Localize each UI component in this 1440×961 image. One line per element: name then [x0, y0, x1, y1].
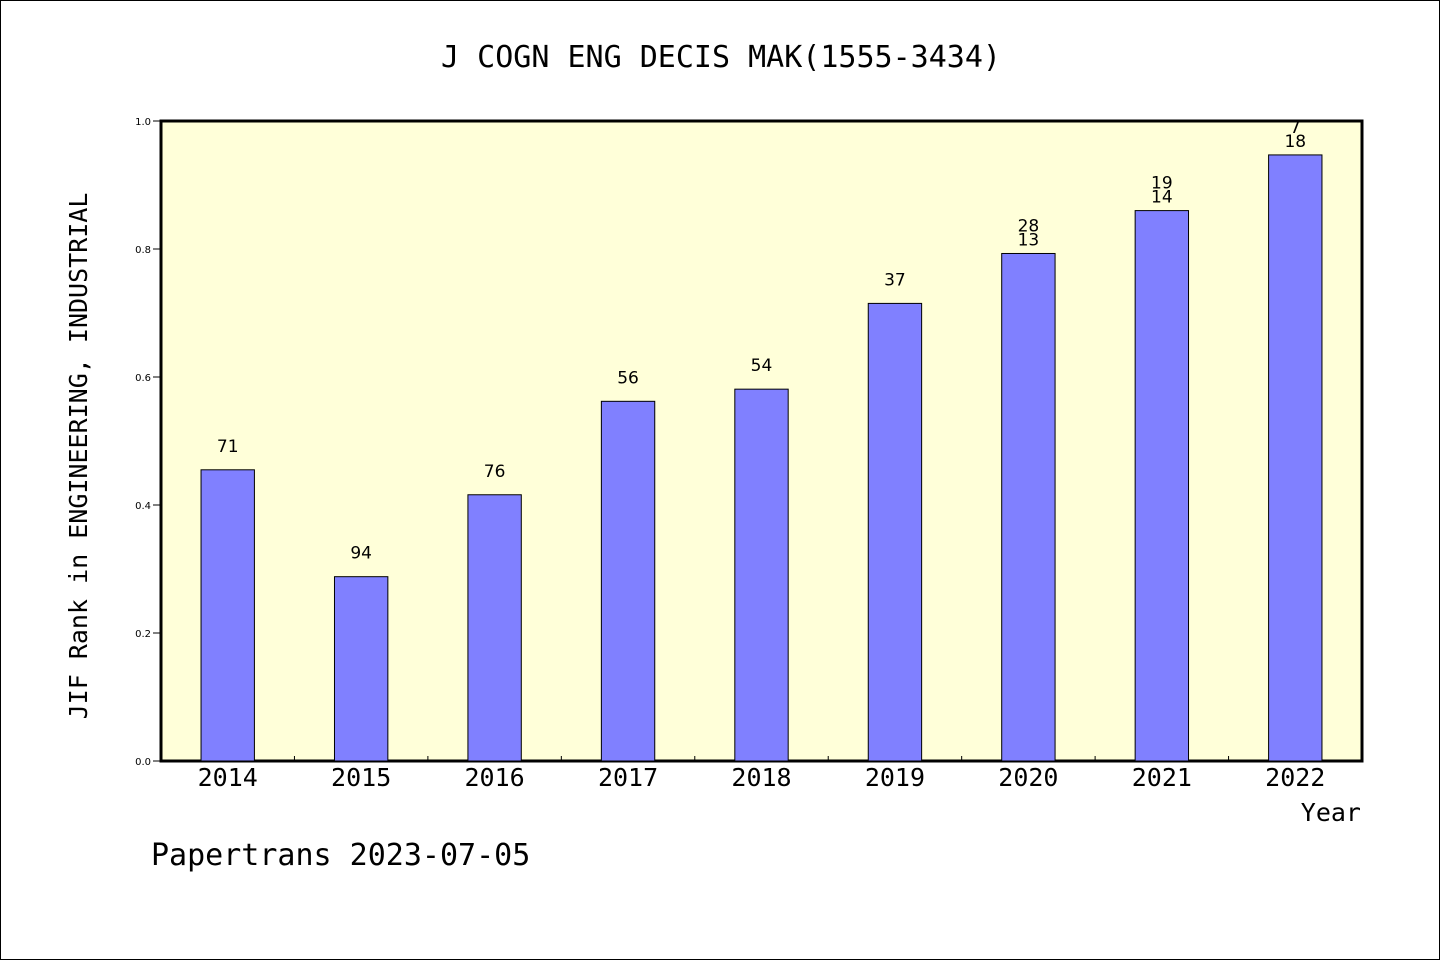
bar-data-label: 71 [217, 437, 239, 457]
bar-data-label: 94 [350, 544, 372, 564]
bar-2015 [333, 576, 389, 762]
bar-data-label: 14 [1151, 188, 1173, 208]
bar-data-label: 18 [1284, 132, 1306, 152]
x-axis-label: Year [1301, 798, 1361, 827]
x-tick-label: 2014 [198, 763, 258, 792]
credit-text: Papertrans 2023-07-05 [151, 838, 530, 873]
x-tick-label: 2015 [331, 763, 391, 792]
bar-data-label: 19 [1151, 174, 1173, 194]
x-tick-label: 2019 [865, 763, 925, 792]
bar-data-label: 76 [484, 462, 506, 482]
bar-2021 [1134, 210, 1190, 762]
bar-data-label: 56 [617, 368, 639, 388]
bar-data-label: 7 [1290, 118, 1301, 138]
x-tick-label: 2021 [1132, 763, 1192, 792]
x-tick-label: 2020 [998, 763, 1058, 792]
bar-2017 [600, 400, 656, 762]
x-axis: 2014 2015 2016 2017 2018 2019 2020 2021 2022 [198, 756, 1325, 792]
y-tick-label: 0.8 [135, 245, 151, 256]
bar-2014 [200, 469, 255, 762]
x-tick-label: 2016 [465, 763, 525, 792]
bar-data-label: 13 [1018, 230, 1040, 250]
y-tick-label: 0.2 [135, 629, 151, 640]
x-tick-label: 2022 [1265, 763, 1325, 792]
bar-data-label: 54 [751, 356, 773, 376]
bar-2018 [734, 388, 789, 762]
bar-2020 [1001, 252, 1056, 762]
y-axis-label: JIF Rank in ENGINEERING, INDUSTRIAL [64, 193, 93, 720]
x-tick-label: 2017 [598, 763, 658, 792]
x-tick-label: 2018 [731, 763, 791, 792]
y-tick-label: 0.4 [135, 501, 151, 512]
chart-title: J COGN ENG DECIS MAK(1555-3434) [441, 40, 1001, 75]
bar-data-label: 37 [884, 270, 906, 290]
y-tick-label: 1.0 [135, 117, 151, 128]
bar-2019 [867, 302, 923, 762]
bar-2022 [1268, 154, 1323, 762]
y-tick-label: 0.0 [135, 757, 151, 768]
bar-2016 [467, 494, 522, 762]
y-axis: 0.0 0.2 0.4 0.6 0.8 1.0 [135, 117, 161, 768]
y-tick-label: 0.6 [135, 373, 151, 384]
bar-data-label: 28 [1018, 216, 1040, 236]
